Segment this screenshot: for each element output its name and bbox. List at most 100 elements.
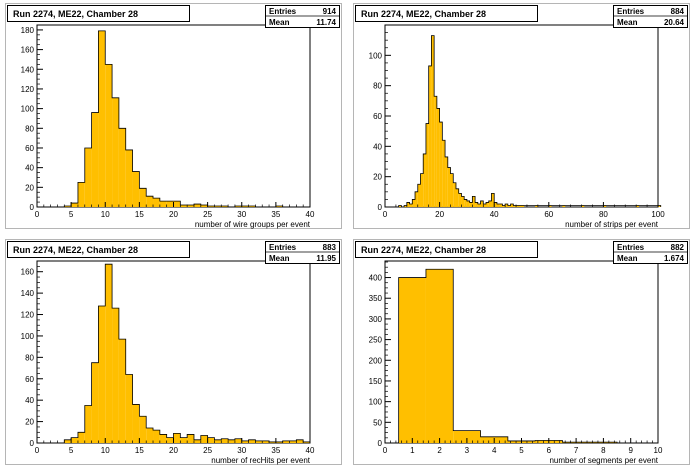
histogram-bar — [494, 202, 497, 207]
y-tick-label: 40 — [25, 164, 34, 173]
histogram-bar — [502, 205, 506, 207]
stats-box — [613, 241, 688, 264]
x-tick-label: 40 — [306, 210, 315, 219]
stats-entries-label: Entries — [269, 243, 297, 252]
histogram-bar — [84, 147, 92, 207]
y-tick-label: 350 — [369, 294, 383, 303]
histogram-bar — [180, 437, 188, 443]
histogram-bar — [173, 201, 181, 207]
histogram-bar — [453, 182, 456, 207]
histogram-bar — [420, 173, 424, 207]
y-tick-label: 0 — [30, 203, 35, 212]
histogram-bar — [105, 64, 113, 207]
histogram-bar — [499, 203, 503, 207]
y-tick-label: 80 — [25, 353, 34, 362]
histogram-bar — [180, 205, 188, 207]
x-tick-label: 30 — [237, 446, 246, 455]
histogram-bar — [296, 439, 304, 443]
y-tick-label: 60 — [25, 375, 34, 384]
stats-entries-value: 884 — [671, 7, 685, 16]
stats-mean-value: 1.674 — [664, 254, 685, 263]
stats-entries-label: Entries — [617, 7, 645, 16]
y-tick-label: 160 — [21, 46, 35, 55]
histogram-bar — [425, 269, 454, 443]
x-tick-label: 5 — [519, 446, 524, 455]
histogram-bar — [187, 205, 194, 207]
histogram-bar — [166, 437, 174, 443]
x-tick-label: 0 — [35, 446, 40, 455]
histogram-bar — [132, 404, 140, 443]
y-tick-label: 400 — [369, 274, 383, 283]
histogram-bar — [603, 205, 607, 207]
histogram-bar — [159, 201, 167, 207]
histogram-bar — [234, 206, 242, 207]
histogram-bar — [282, 440, 290, 443]
chart-title: Run 2274, ME22, Chamber 28 — [361, 245, 486, 255]
histogram-bar — [475, 202, 478, 207]
histogram-bar — [409, 203, 413, 207]
title-box — [7, 241, 190, 258]
x-tick-label: 5 — [69, 210, 74, 219]
y-tick-label: 300 — [369, 315, 383, 324]
histogram-bar — [491, 193, 495, 207]
histogram-bar — [477, 203, 481, 207]
histogram-bar — [193, 204, 201, 207]
histogram-bar — [228, 439, 235, 443]
y-tick-label: 140 — [21, 65, 35, 74]
histogram-pad-wire-groups: 0 5 10 15 20 25 30 35 40 0 20 40 60 80 100 120 140 160 180… — [5, 3, 342, 229]
histogram-bar — [105, 264, 113, 443]
stats-entries-value: 914 — [323, 7, 337, 16]
histogram-bar — [214, 206, 222, 207]
y-tick-label: 100 — [21, 105, 35, 114]
histogram-bar — [521, 205, 525, 207]
x-tick-label: 10 — [101, 446, 110, 455]
y-tick-label: 80 — [373, 82, 382, 91]
x-tick-label: 20 — [169, 210, 178, 219]
x-axis-label: number of strips per event — [565, 220, 659, 229]
histogram-bar — [466, 200, 470, 207]
histogram-bar — [159, 434, 167, 443]
stats-mean-value: 11.95 — [316, 254, 336, 263]
histogram-bar — [453, 430, 481, 443]
x-tick-label: 25 — [203, 446, 212, 455]
histogram-bar — [428, 65, 432, 207]
stats-mean-value: 20.64 — [664, 18, 685, 27]
histogram-bar — [132, 171, 140, 207]
histogram-bar — [64, 439, 72, 443]
histogram-bar — [562, 205, 566, 207]
histogram-bar — [431, 35, 435, 207]
histogram-bar — [118, 339, 126, 443]
stats-entries-label: Entries — [617, 243, 645, 252]
stats-box — [265, 241, 340, 264]
histogram-bar — [439, 122, 443, 207]
y-tick-label: 160 — [21, 268, 35, 277]
histogram-bar — [415, 191, 418, 207]
plot-frame — [36, 24, 311, 208]
y-tick-label: 0 — [378, 203, 383, 212]
x-tick-label: 0 — [383, 446, 388, 455]
histogram-bar — [518, 205, 522, 207]
x-tick-label: 5 — [69, 446, 74, 455]
histogram-bar — [472, 196, 476, 207]
y-tick-label: 40 — [25, 396, 34, 405]
x-tick-label: 7 — [574, 446, 579, 455]
x-tick-label: 30 — [237, 210, 246, 219]
histogram-bar — [469, 202, 473, 207]
x-tick-label: 100 — [651, 210, 665, 219]
title-box — [7, 5, 190, 22]
y-tick-label: 80 — [25, 124, 34, 133]
y-tick-label: 0 — [378, 439, 383, 448]
histogram-bar — [516, 205, 519, 207]
histogram-bar — [241, 206, 249, 207]
histogram-outline — [398, 268, 645, 444]
y-tick-label: 100 — [369, 51, 383, 60]
histogram-segments: 0 1 2 3 4 5 6 7 8 9 10050100150200250300350400numb… — [355, 241, 688, 465]
histogram-bar — [488, 200, 492, 207]
y-tick-label: 20 — [25, 418, 34, 427]
chart-title: Run 2274, ME22, Chamber 28 — [13, 245, 138, 255]
histogram-pad-strips: 0 20 40 60 80 100 0 20 40 60 80 100 number of strips… — [353, 3, 690, 229]
histogram-bar — [548, 205, 552, 207]
histogram-pad-rechits: 0 5 10 15 20 25 30 35 40 0 20 40 60 80 100 120 140 160 num… — [5, 239, 342, 465]
histogram-bar — [112, 308, 119, 443]
